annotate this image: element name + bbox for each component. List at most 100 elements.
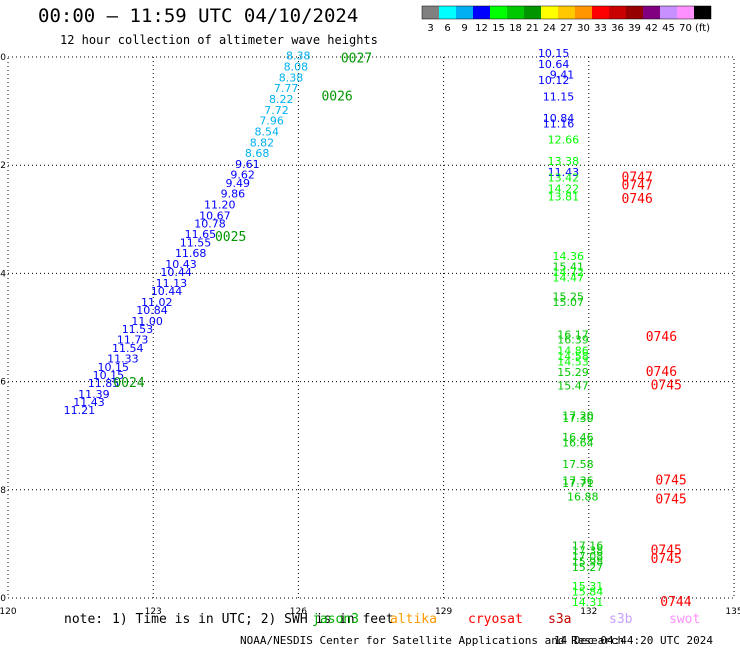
y-tick-label: -46 — [0, 378, 6, 388]
colorbar-label: 70 — [679, 23, 692, 34]
data-point-label: 15.07 — [552, 296, 584, 309]
colorbar-swatch — [575, 6, 592, 19]
colorbar-label: 12 — [475, 23, 488, 34]
data-point-label: 17.36 — [562, 474, 594, 487]
y-tick-label: -48 — [0, 486, 6, 496]
data-point-label: 14.53 — [557, 355, 589, 368]
legend-cryosat: cryosat — [468, 612, 523, 627]
data-point-label: 17.38 — [572, 545, 604, 558]
data-point-label: 10.15 — [538, 47, 570, 60]
data-point-label: 10.44 — [151, 285, 183, 298]
data-point-label: 9.41 — [550, 69, 575, 82]
colorbar-label: 45 — [662, 23, 675, 34]
data-point-label: 8.68 — [245, 147, 270, 160]
colorbar-swatch — [660, 6, 677, 19]
pass-time-label: 0745 — [655, 473, 686, 488]
colorbar-swatch — [592, 6, 609, 19]
pass-time-label: 0745 — [651, 544, 682, 559]
x-tick-label: 123 — [145, 607, 162, 617]
data-point-label: 8.82 — [250, 136, 275, 149]
data-point-label: 9.62 — [230, 169, 255, 182]
colorbar-label: 6 — [444, 23, 450, 34]
pass-time-label: 0027 — [341, 51, 372, 66]
data-point-label: 17.08 — [572, 550, 604, 563]
data-point-label: 16.39 — [557, 334, 589, 347]
data-point-label: 15.25 — [552, 290, 584, 303]
data-point-label: 11.65 — [185, 228, 217, 241]
data-point-label: 11.73 — [117, 334, 149, 347]
data-point-label: 10.15 — [93, 369, 125, 382]
data-point-label: 17.58 — [562, 458, 594, 471]
pass-time-label: 0746 — [646, 365, 677, 380]
note-text: 1) Time is in UTC; 2) SWH is in feet — [112, 612, 394, 627]
pass-time-label: 0745 — [651, 552, 682, 567]
colorbar-swatch — [507, 6, 524, 19]
data-point-label: 10.15 — [98, 361, 130, 374]
data-point-label: 11.02 — [141, 296, 173, 309]
data-point-label: 11.21 — [64, 404, 96, 417]
data-point-label: 15.29 — [557, 366, 589, 379]
data-point-label: 14.72 — [552, 266, 584, 279]
data-point-label: 11.33 — [107, 353, 139, 366]
y-tick-label: -40 — [0, 53, 6, 63]
data-point-label: 7.72 — [264, 104, 289, 117]
data-point-label: 11.43 — [73, 396, 105, 409]
data-point-label: 14.47 — [552, 272, 584, 285]
data-point-label: 15.27 — [572, 561, 604, 574]
data-point-label: 7.77 — [274, 82, 299, 95]
colorbar-swatch — [473, 6, 490, 19]
colorbar-label: 27 — [560, 23, 573, 34]
data-point-label: 17.16 — [572, 539, 604, 552]
data-point-label: 15.84 — [572, 585, 604, 598]
data-point-label: 8.38 — [286, 50, 311, 63]
colorbar-swatch — [643, 6, 660, 19]
data-point-label: 14.31 — [572, 596, 604, 609]
y-tick-label: -44 — [0, 269, 6, 279]
pass-time-label: 0744 — [660, 595, 691, 610]
data-point-label: 8.54 — [255, 125, 280, 138]
data-point-label: 11.16 — [543, 117, 575, 130]
colorbar-frame — [421, 5, 712, 20]
data-point-label: 14.36 — [552, 250, 584, 263]
data-point-label: 10.44 — [160, 266, 192, 279]
data-point-label: 15.47 — [557, 380, 589, 393]
colorbar-swatch — [490, 6, 507, 19]
data-point-label: 15.98 — [572, 556, 604, 569]
colorbar-label: 33 — [594, 23, 607, 34]
pass-time-label: 0024 — [113, 376, 144, 391]
data-point-label: 11.85 — [88, 377, 120, 390]
colorbar-label: 9 — [461, 23, 467, 34]
data-point-label: 11.53 — [122, 323, 154, 336]
data-point-label: 13.81 — [548, 190, 580, 203]
colorbar-label: 39 — [628, 23, 641, 34]
data-point-label: 9.86 — [221, 188, 246, 201]
colorbar-label: 3 — [427, 23, 433, 34]
colorbar-swatch — [694, 6, 711, 19]
data-point-label: 9.49 — [226, 177, 251, 190]
colorbar-label: 24 — [543, 23, 556, 34]
generated-timestamp: 14 Dec 04:44:20 UTC 2024 — [554, 634, 713, 647]
data-point-label: 10.84 — [543, 112, 575, 125]
colorbar-label: 30 — [577, 23, 590, 34]
pass-time-label: 0747 — [622, 179, 653, 194]
colorbar-label: 18 — [509, 23, 522, 34]
colorbar-label: 21 — [526, 23, 539, 34]
colorbar-label: 42 — [645, 23, 658, 34]
y-tick-label: -50 — [0, 594, 6, 604]
pass-time-label: 0745 — [651, 379, 682, 394]
colorbar-swatch — [439, 6, 456, 19]
data-point-label: 13.38 — [548, 155, 580, 168]
data-point-label: 15.41 — [552, 261, 584, 274]
colorbar-label: 15 — [492, 23, 505, 34]
data-point-label: 11.43 — [548, 166, 580, 179]
data-point-label: 11.20 — [204, 198, 236, 211]
data-point-label: 10.12 — [538, 74, 570, 87]
colorbar-swatch — [558, 6, 575, 19]
data-point-label: 16.64 — [562, 437, 594, 450]
x-tick-label: 135 — [725, 607, 740, 617]
note-prefix: note: — [64, 612, 104, 627]
pass-time-label: 0747 — [622, 170, 653, 185]
x-tick-label: 132 — [580, 607, 597, 617]
pass-time-label: 0746 — [646, 330, 677, 345]
data-point-label: 16.46 — [562, 431, 594, 444]
